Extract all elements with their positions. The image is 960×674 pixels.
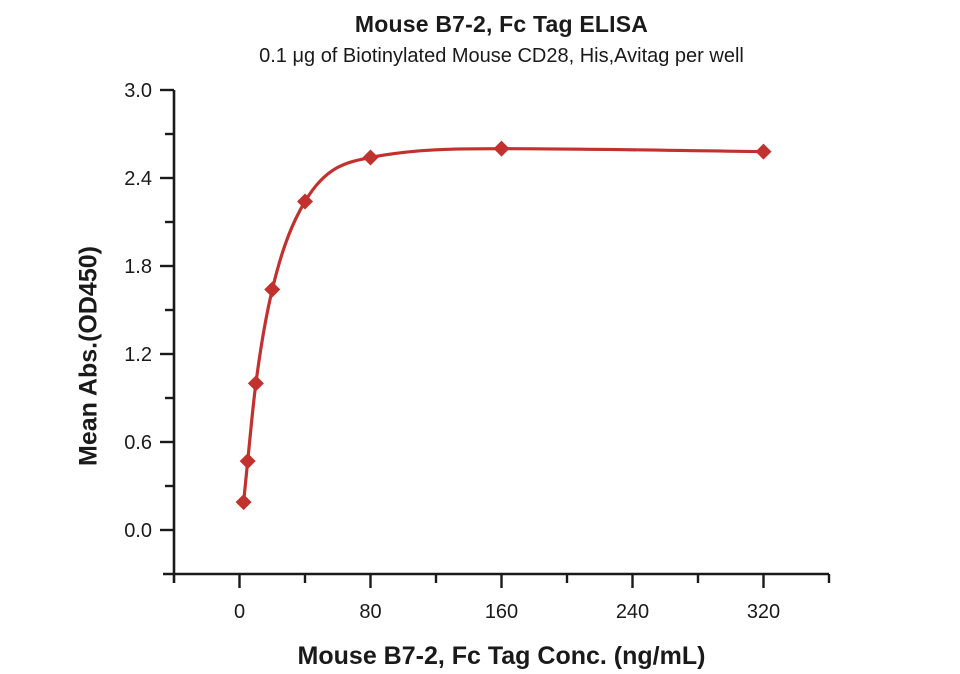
- data-point-diamond: [297, 193, 313, 210]
- axis-tick-labels: 0 80 160 240 320 0.0 0.6 1.2 1.8 2.4 3.0: [124, 80, 780, 623]
- data-point-diamond: [264, 281, 281, 298]
- y-tick-label: 1.8: [124, 256, 152, 278]
- chart-title: Mouse B7-2, Fc Tag ELISA: [354, 11, 649, 37]
- data-series: [235, 140, 772, 511]
- axes: [163, 90, 829, 583]
- data-point-diamond: [362, 149, 379, 166]
- x-tick-label: 240: [616, 601, 649, 623]
- x-tick-label: 0: [234, 601, 245, 623]
- y-tick-label: 3.0: [124, 80, 152, 102]
- fit-curve: [242, 147, 766, 504]
- y-axis-title: Mean Abs.(OD450): [74, 246, 103, 466]
- x-tick-label: 320: [747, 601, 780, 623]
- y-tick-label: 2.4: [124, 168, 152, 190]
- x-axis-title: Mouse B7-2, Fc Tag Conc. (ng/mL): [297, 642, 706, 670]
- axis-ticks: [160, 88, 831, 588]
- y-tick-label: 1.2: [124, 344, 152, 366]
- data-point-diamond: [235, 494, 252, 511]
- chart-subtitle: 0.1 μg of Biotinylated Mouse CD28, His,A…: [259, 45, 744, 67]
- x-tick-label: 80: [359, 601, 381, 623]
- x-tick-label: 160: [485, 601, 518, 623]
- y-tick-label: 0.0: [124, 520, 152, 542]
- y-tick-label: 0.6: [124, 432, 152, 454]
- data-point-diamond: [493, 140, 510, 157]
- data-point-diamond: [755, 143, 772, 160]
- chart-header: Mouse B7-2, Fc Tag ELISA 0.1 μg of Bioti…: [174, 9, 829, 69]
- data-point-diamond: [239, 453, 256, 470]
- data-point-diamond: [247, 375, 264, 392]
